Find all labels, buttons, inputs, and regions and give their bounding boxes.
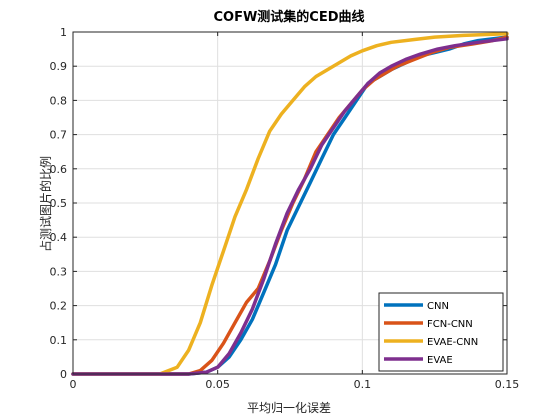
- x-tick-label: 0: [70, 378, 77, 391]
- y-axis-label: 占测试图片的比例: [38, 156, 53, 252]
- y-tick-label: 0.4: [50, 231, 68, 244]
- y-tick-label: 0.1: [50, 334, 68, 347]
- y-tick-label: 0: [60, 368, 67, 381]
- plot-area: 0 0.05 0.1 0.15 0 0.1 0.2 0.3 0.4 0.5 0.6 0.7 0.8 0.9…: [50, 26, 520, 391]
- legend-label-cnn: CNN: [427, 301, 449, 312]
- x-tick-label: 0.15: [495, 378, 520, 391]
- y-tick-label: 0.8: [50, 94, 68, 107]
- y-tick-label: 1: [60, 26, 67, 39]
- legend-label-evae: EVAE: [427, 355, 453, 366]
- legend-label-evae-cnn: EVAE-CNN: [427, 337, 478, 348]
- chart-title: COFW测试集的CED曲线: [213, 9, 364, 25]
- x-tick-label: 0.1: [354, 378, 372, 391]
- y-tick-label: 0.7: [50, 129, 68, 142]
- legend: CNN FCN-CNN EVAE-CNN EVAE: [378, 292, 504, 372]
- y-tick-label: 0.9: [50, 60, 68, 73]
- series-line-evae-cnn: [71, 31, 509, 376]
- x-tick-label: 0.05: [205, 378, 230, 391]
- y-tick-label: 0.3: [50, 265, 68, 278]
- x-axis-label: 平均归一化误差: [247, 401, 331, 415]
- y-tick-label: 0.2: [50, 300, 68, 313]
- series-line-evae: [71, 37, 509, 376]
- y-tick-label: 0.6: [50, 163, 68, 176]
- legend-label-fcn-cnn: FCN-CNN: [427, 319, 473, 330]
- y-tick-label: 0.5: [50, 197, 68, 210]
